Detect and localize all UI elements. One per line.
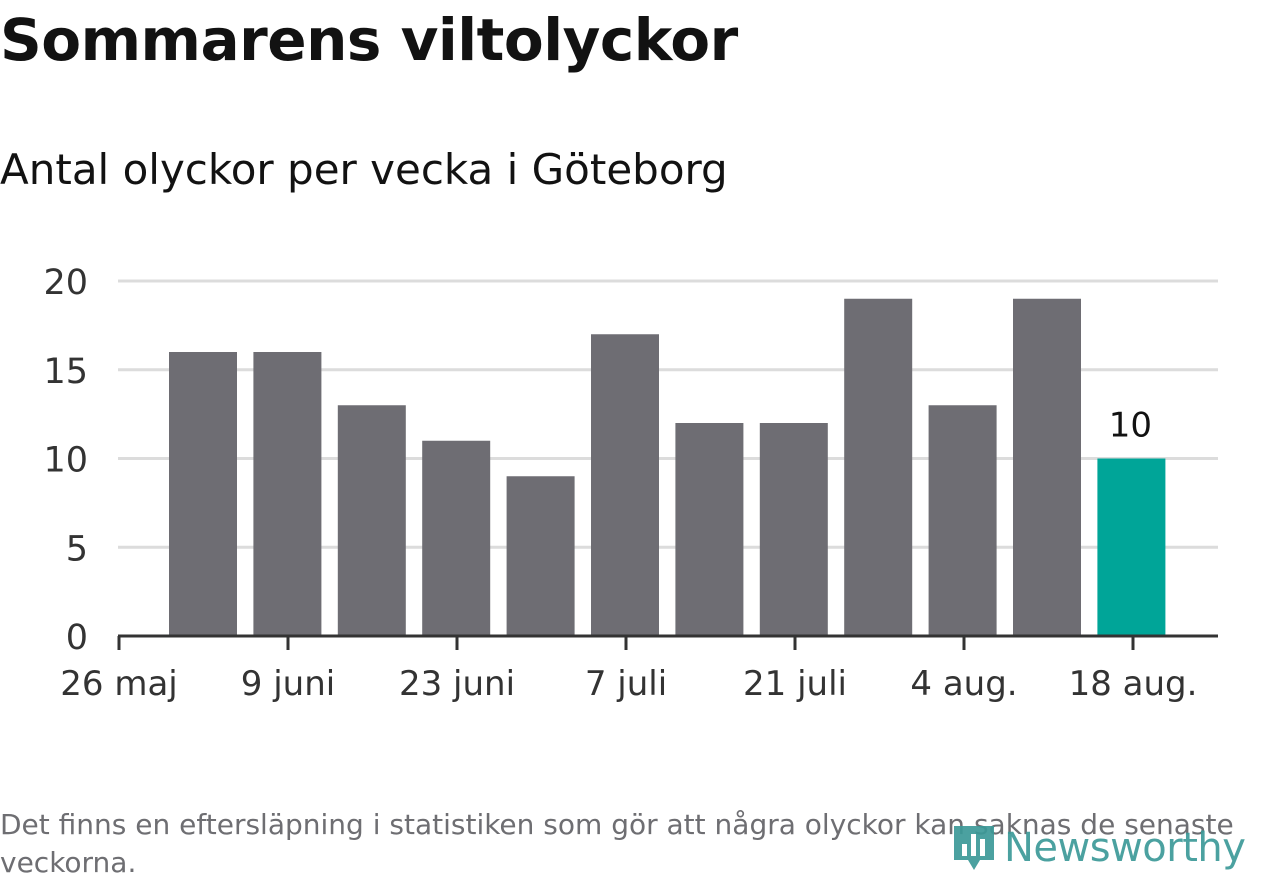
- x-tick-label: 4 aug.: [910, 664, 1017, 704]
- bar: [591, 334, 659, 636]
- logo-text: Newsworthy: [1004, 825, 1246, 871]
- footnote: Det finns en eftersläpning i statistiken…: [0, 808, 1234, 879]
- bar: [422, 440, 491, 636]
- bar: [169, 352, 237, 636]
- data-labels: 10: [1109, 406, 1152, 446]
- y-axis-tick-labels: 0 5 10 15 20: [43, 263, 88, 658]
- x-tick-label: 26 maj: [60, 664, 177, 704]
- bar-highlight: [1097, 458, 1166, 636]
- bar: [675, 423, 744, 636]
- y-tick-label: 10: [43, 441, 88, 481]
- bar: [253, 352, 322, 636]
- bars: [169, 298, 1166, 636]
- bar: [928, 405, 997, 636]
- data-label: 10: [1109, 406, 1152, 446]
- bar: [337, 405, 406, 636]
- bar-chart-icon: [954, 826, 994, 870]
- y-tick-label: 20: [43, 263, 88, 303]
- x-tick-label: 18 aug.: [1069, 664, 1198, 704]
- x-tick-label: 7 juli: [585, 664, 667, 704]
- x-tick-label: 9 juni: [241, 664, 335, 704]
- x-axis-tick-labels: 26 maj 9 juni 23 juni 7 juli 21 juli 4 aug. 18…: [60, 664, 1197, 704]
- x-tick-label: 23 juni: [399, 664, 515, 704]
- chart-title: Sommarens viltolyckor: [0, 6, 738, 74]
- x-tick-label: 21 juli: [743, 664, 847, 704]
- bar: [844, 298, 913, 636]
- y-tick-label: 0: [66, 618, 88, 658]
- y-tick-label: 15: [43, 352, 88, 392]
- x-axis: [117, 634, 1218, 650]
- bar: [1013, 298, 1081, 636]
- y-tick-label: 5: [66, 529, 88, 569]
- bar: [759, 423, 828, 636]
- chart-subtitle: Antal olyckor per vecka i Göteborg: [0, 145, 728, 194]
- newsworthy-logo: Newsworthy: [950, 818, 1246, 878]
- bar: [506, 476, 575, 636]
